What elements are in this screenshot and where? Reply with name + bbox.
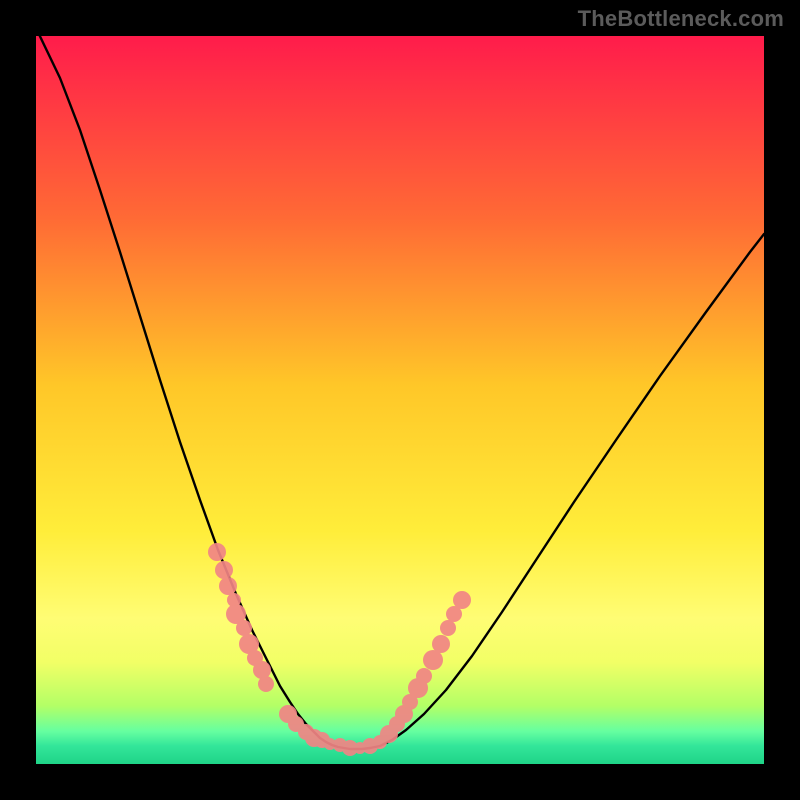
data-point [253, 661, 271, 679]
watermark-text: TheBottleneck.com [578, 6, 784, 32]
bottleneck-chart [0, 0, 800, 800]
data-point [215, 561, 233, 579]
data-point [440, 620, 456, 636]
data-point [453, 591, 471, 609]
gradient-background [36, 36, 764, 764]
data-point [423, 650, 443, 670]
data-point [236, 620, 252, 636]
data-point [258, 676, 274, 692]
chart-svg [0, 0, 800, 800]
data-point [208, 543, 226, 561]
data-point [432, 635, 450, 653]
data-point [219, 577, 237, 595]
data-point [416, 668, 432, 684]
